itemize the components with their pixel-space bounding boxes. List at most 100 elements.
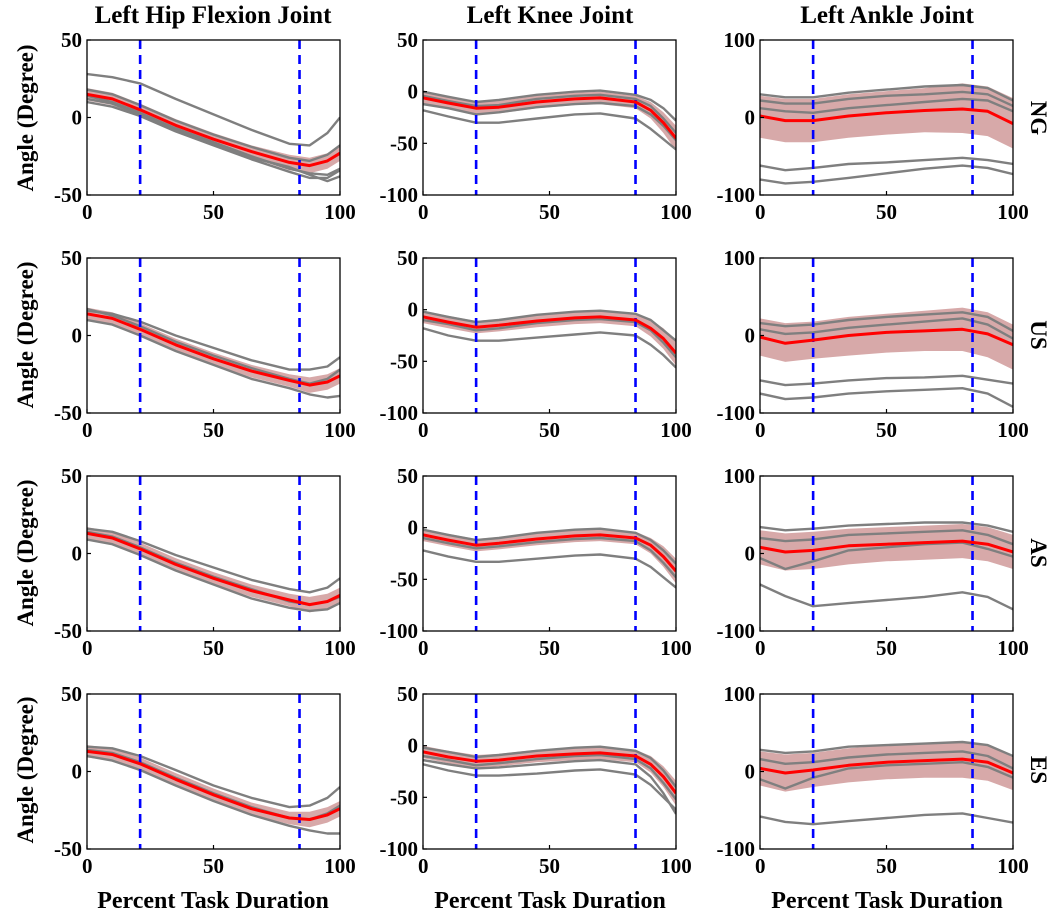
x-tick-label: 0 bbox=[755, 854, 766, 878]
x-tick-label: 100 bbox=[324, 854, 356, 878]
y-tick-label: -50 bbox=[390, 131, 418, 155]
row-label-us: US bbox=[1026, 320, 1051, 350]
trial-line-2 bbox=[423, 309, 676, 342]
axes-box bbox=[422, 475, 677, 632]
mean-line bbox=[423, 750, 676, 795]
mean-line bbox=[87, 531, 340, 607]
mean-line bbox=[423, 315, 676, 355]
y-tick-label: -100 bbox=[380, 619, 419, 643]
mean-line bbox=[87, 312, 340, 387]
trial-line-1 bbox=[87, 745, 340, 809]
trial-line-2 bbox=[423, 101, 676, 141]
y-tick-label: 0 bbox=[745, 106, 756, 130]
trial-line-1 bbox=[423, 549, 676, 589]
y-tick-label: -50 bbox=[54, 619, 82, 643]
trial-line-3 bbox=[87, 307, 340, 385]
y-axis-label-row-4: Angle (Degree) bbox=[13, 696, 38, 844]
y-tick-label: -50 bbox=[54, 837, 82, 861]
y-tick-label: 0 bbox=[408, 298, 419, 322]
x-tick-label: 100 bbox=[660, 418, 692, 442]
y-tick-label: 50 bbox=[61, 28, 82, 52]
y-tick-label: -50 bbox=[54, 401, 82, 425]
y-tick-label: -100 bbox=[380, 837, 419, 861]
y-axis-label-row-3: Angle (Degree) bbox=[13, 479, 38, 627]
trial-line-2 bbox=[87, 318, 340, 399]
trial-line-4 bbox=[87, 94, 340, 176]
panel-plot-area bbox=[760, 40, 1013, 195]
y-axis-label-row-2: Angle (Degree) bbox=[13, 261, 38, 409]
x-tick-label: 100 bbox=[997, 854, 1029, 878]
mean-line bbox=[87, 92, 340, 168]
y-tick-label: -100 bbox=[380, 183, 419, 207]
y-tick-label: 0 bbox=[408, 734, 419, 758]
panel-plot-area bbox=[760, 258, 1013, 413]
panel-plot-area bbox=[87, 476, 340, 631]
trial-line-1 bbox=[423, 763, 676, 811]
trial-line-1 bbox=[87, 527, 340, 594]
y-tick-label: 50 bbox=[397, 246, 418, 270]
x-tick-label: 0 bbox=[82, 418, 93, 442]
x-tick-label: 50 bbox=[876, 418, 897, 442]
x-tick-label: 0 bbox=[418, 200, 429, 224]
trial-line-3 bbox=[423, 753, 676, 801]
y-tick-label: 0 bbox=[72, 760, 83, 784]
y-tick-label: 50 bbox=[397, 28, 418, 52]
mean-line bbox=[87, 749, 340, 821]
x-tick-label: 50 bbox=[876, 636, 897, 660]
x-tick-label: 100 bbox=[997, 636, 1029, 660]
panel-plot-area bbox=[423, 40, 676, 195]
x-tick-label: 50 bbox=[539, 854, 560, 878]
y-tick-label: 0 bbox=[745, 324, 756, 348]
std-band bbox=[760, 742, 1013, 792]
x-tick-label: 50 bbox=[539, 418, 560, 442]
y-tick-label: 50 bbox=[397, 464, 418, 488]
y-tick-label: 100 bbox=[724, 682, 756, 706]
trial-line-4 bbox=[760, 750, 1013, 770]
panel-plot-area bbox=[87, 40, 340, 195]
trial-line-1 bbox=[423, 109, 676, 151]
std-band bbox=[423, 528, 676, 584]
y-tick-label: 50 bbox=[61, 682, 82, 706]
row-label-es: ES bbox=[1026, 755, 1051, 785]
y-tick-label: 0 bbox=[72, 324, 83, 348]
trial-line-4 bbox=[423, 758, 676, 815]
y-tick-label: -50 bbox=[390, 567, 418, 591]
panel-plot-area bbox=[87, 694, 340, 849]
x-tick-label: 100 bbox=[660, 200, 692, 224]
x-axis-label-ankle: Percent Task Duration bbox=[771, 888, 1003, 914]
x-tick-label: 0 bbox=[82, 854, 93, 878]
x-tick-label: 0 bbox=[755, 418, 766, 442]
column-title-ankle: Left Ankle Joint bbox=[800, 2, 974, 29]
trial-line-3 bbox=[423, 89, 676, 122]
panel-plot-area bbox=[760, 694, 1013, 849]
x-tick-label: 50 bbox=[539, 200, 560, 224]
y-tick-label: -100 bbox=[717, 837, 756, 861]
y-tick-label: -100 bbox=[717, 183, 756, 207]
y-tick-label: 100 bbox=[724, 464, 756, 488]
y-tick-label: -50 bbox=[54, 183, 82, 207]
panel-us-knee: -100 -50 0 50 0 50 100 bbox=[380, 246, 692, 442]
trial-line-3 bbox=[423, 536, 676, 579]
trial-line-1 bbox=[423, 327, 676, 369]
x-tick-label: 50 bbox=[876, 200, 897, 224]
column-title-knee: Left Knee Joint bbox=[466, 2, 634, 29]
trial-line-2 bbox=[423, 527, 676, 565]
y-tick-label: 0 bbox=[408, 516, 419, 540]
x-tick-label: 0 bbox=[418, 636, 429, 660]
trial-line-1 bbox=[760, 812, 1013, 826]
y-tick-label: 0 bbox=[745, 542, 756, 566]
trial-line-2 bbox=[87, 88, 340, 163]
trial-line-3 bbox=[760, 761, 1013, 790]
std-band bbox=[423, 310, 676, 366]
x-tick-label: 50 bbox=[203, 200, 224, 224]
x-tick-label: 0 bbox=[418, 854, 429, 878]
trial-line-3 bbox=[760, 311, 1013, 332]
y-tick-label: -50 bbox=[390, 785, 418, 809]
